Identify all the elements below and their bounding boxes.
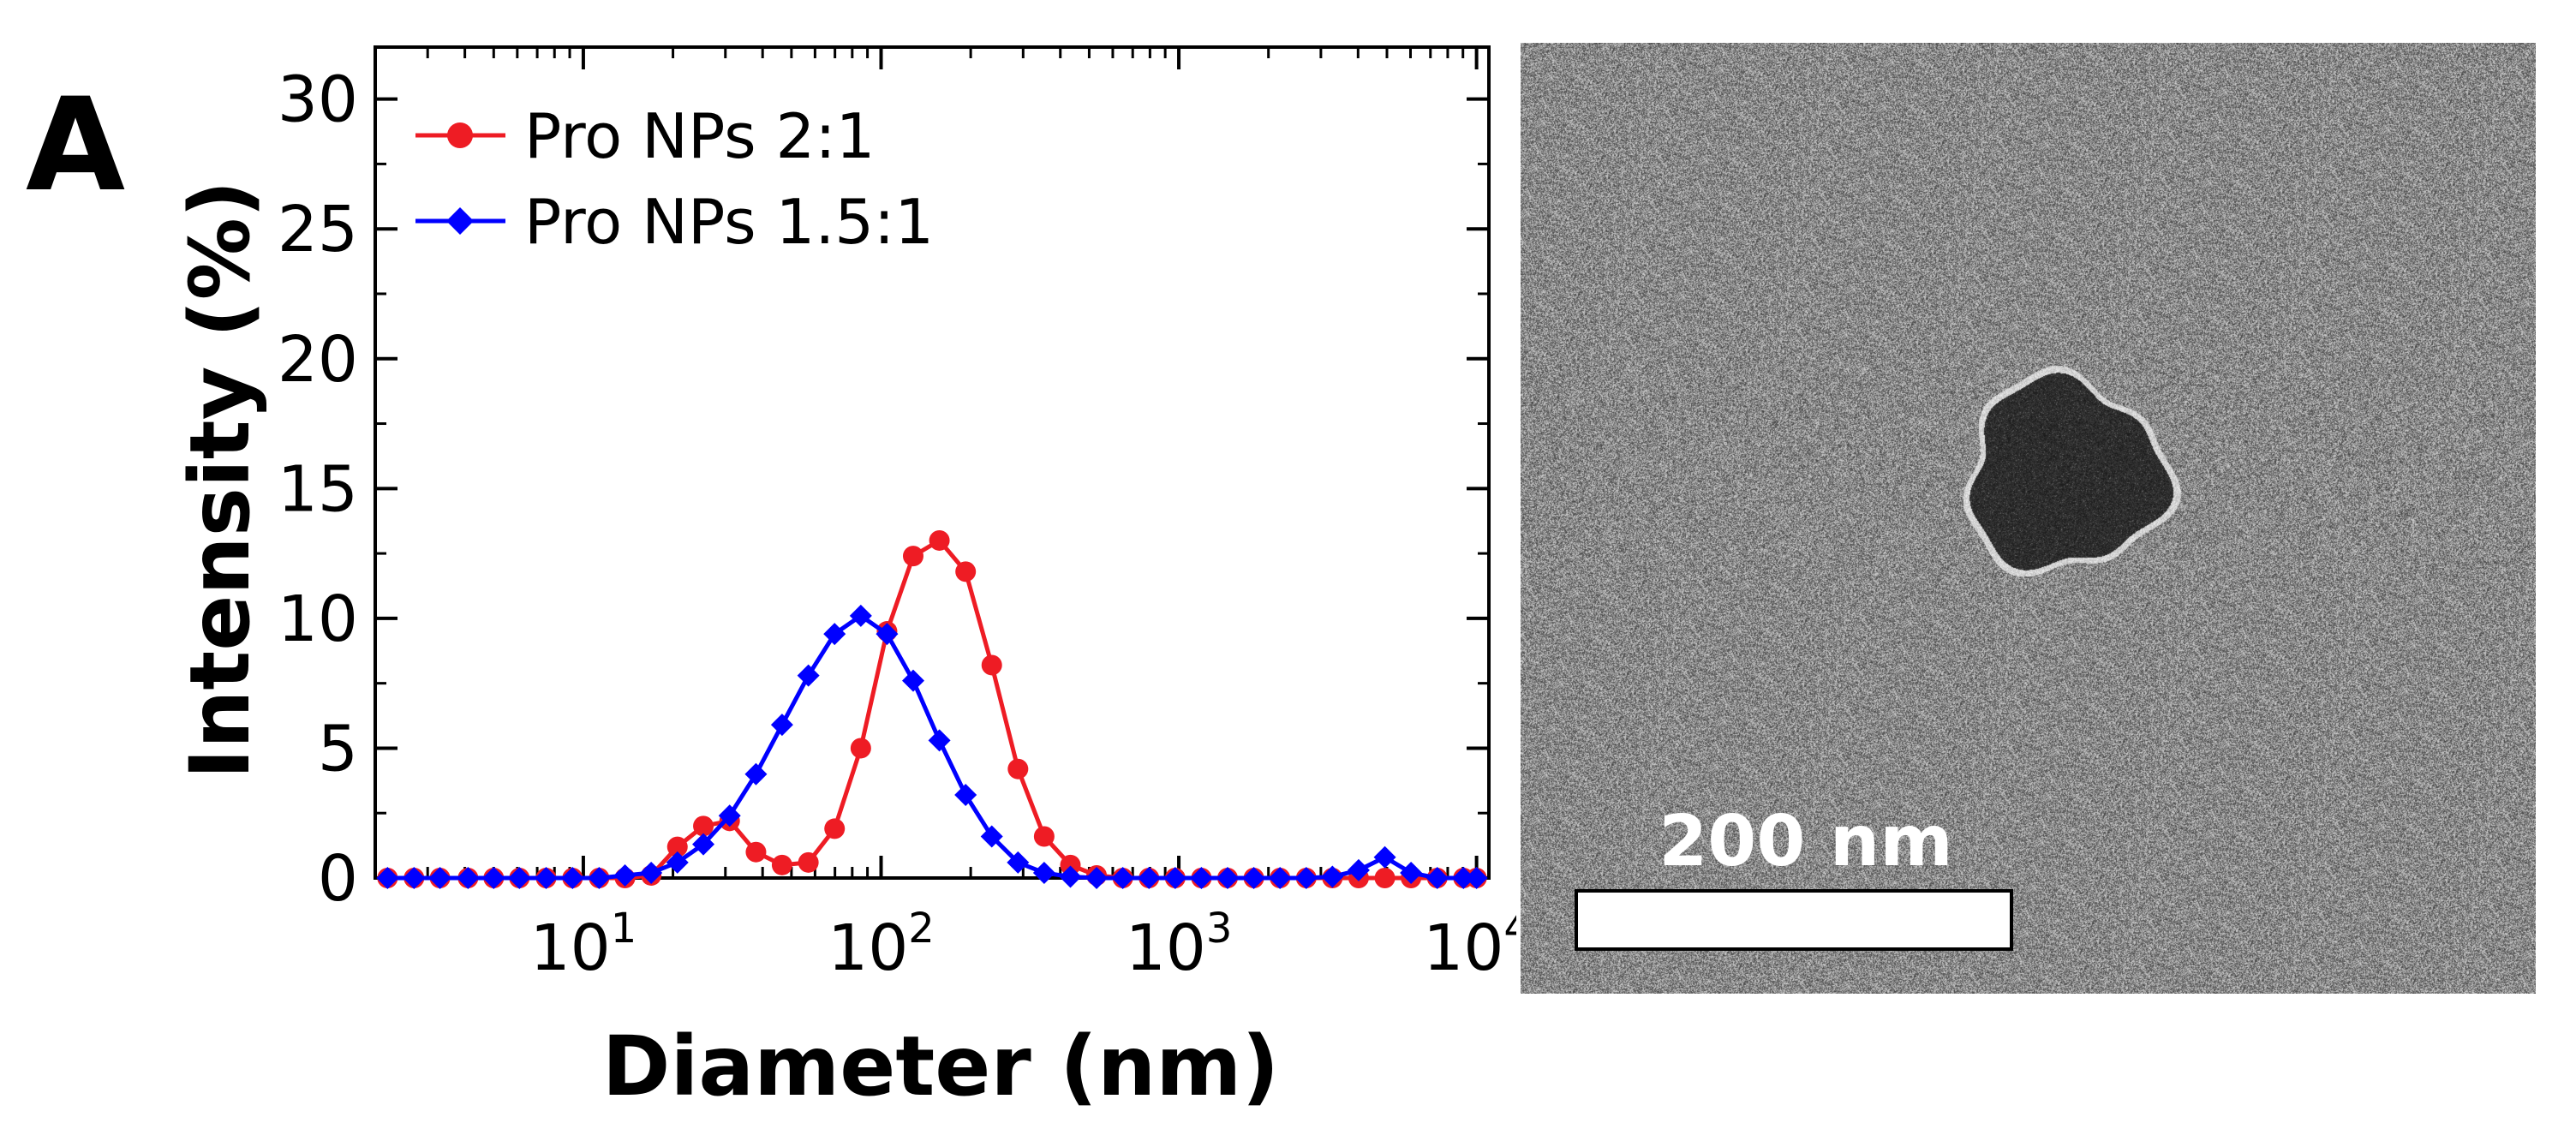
tem-micrograph-panel: B 200 nm (1521, 43, 2536, 994)
series-0-point-15 (771, 854, 792, 875)
series-1-point-32 (1216, 867, 1239, 889)
series-1-point-22 (954, 784, 977, 806)
series-1-point-15 (770, 714, 793, 737)
series-1-point-35 (1294, 867, 1318, 889)
series-1-point-4 (482, 867, 505, 889)
x-tick-label-0: 101 (530, 905, 637, 985)
series-1-point-5 (508, 867, 531, 889)
series-1-point-13 (718, 804, 741, 827)
series-0-point-14 (745, 841, 767, 863)
y-tick-label-0: 0 (318, 842, 358, 916)
scale-bar (1575, 889, 2013, 951)
series-1-point-36 (1321, 865, 1344, 888)
series-1-point-34 (1269, 867, 1292, 889)
y-tick-label-1: 5 (318, 712, 358, 786)
series-1-point-37 (1347, 858, 1370, 881)
y-tick-label-5: 25 (278, 193, 358, 266)
legend-marker-0 (447, 122, 473, 148)
y-tick-label-4: 20 (278, 323, 358, 397)
legend-label-0: Pro NPs 2:1 (524, 100, 875, 172)
series-1-point-10 (640, 861, 663, 884)
series-1-point-11 (666, 851, 689, 874)
series-1-point-12 (692, 833, 715, 856)
series-1-point-17 (823, 623, 846, 646)
series-0-point-16 (798, 851, 819, 873)
x-axis-label: Diameter (nm) (602, 1018, 1279, 1114)
series-1-point-38 (1373, 845, 1396, 869)
chart-legend: Pro NPs 2:1 Pro NPs 1.5:1 (415, 100, 934, 258)
series-0-point-26 (1060, 854, 1081, 875)
x-tick-label-3: 104 (1423, 905, 1516, 985)
series-1-point-41 (1452, 867, 1475, 889)
series-1-point-24 (1007, 851, 1030, 874)
series-0-point-25 (1033, 826, 1055, 847)
series-1-point-21 (928, 729, 951, 752)
series-1-point-0 (376, 867, 399, 889)
y-tick-label-6: 30 (278, 63, 358, 137)
x-tick-label-1: 102 (828, 905, 935, 985)
series-0-point-38 (1374, 868, 1396, 888)
panel-letter-a: A (26, 71, 126, 220)
series-1-point-28 (1111, 867, 1134, 889)
x-tick-label-2: 103 (1126, 905, 1233, 985)
series-1-point-6 (535, 867, 558, 889)
series-1-point-29 (1138, 867, 1161, 889)
series-1-point-9 (613, 863, 637, 887)
y-axis-label: Intensity (%) (172, 180, 268, 779)
series-line-1 (387, 612, 1477, 881)
series-1-point-26 (1059, 865, 1082, 888)
series-line-0 (387, 537, 1477, 881)
series-1-point-27 (1085, 867, 1109, 889)
series-0-point-11 (666, 836, 688, 857)
series-layer (376, 529, 1488, 889)
series-1-point-14 (744, 762, 768, 786)
series-1-point-1 (403, 867, 426, 889)
series-1-point-25 (1032, 861, 1055, 884)
chart-frame (374, 45, 1491, 880)
dls-size-distribution-chart: 101 102 103 104 0 5 10 15 20 25 30 Diameter (nm) Int… (172, 45, 1516, 1114)
series-0-point-24 (1007, 758, 1029, 780)
series-1-point-8 (588, 867, 611, 889)
series-1-point-33 (1242, 867, 1265, 889)
series-1-point-42 (1465, 867, 1488, 889)
y-tick-label-3: 15 (278, 452, 358, 526)
series-1-point-16 (797, 664, 820, 687)
axis-labels: 101 102 103 104 0 5 10 15 20 25 30 Diameter (nm) Int… (172, 63, 1516, 1114)
scale-bar-label: 200 nm (1659, 801, 1953, 882)
series-0-point-22 (955, 561, 977, 582)
series-0-point-17 (824, 818, 846, 839)
plot-frame (374, 45, 1491, 880)
series-1-point-40 (1425, 867, 1449, 889)
series-0-point-23 (981, 654, 1002, 676)
y-tick-label-2: 10 (278, 582, 358, 656)
series-1-point-39 (1400, 861, 1423, 884)
tem-micrograph-image (1521, 43, 2536, 994)
series-0-point-20 (902, 546, 923, 567)
series-0-point-21 (929, 529, 950, 551)
legend-marker-1 (446, 207, 474, 235)
series-1-point-7 (561, 867, 584, 889)
series-1-point-20 (901, 669, 924, 692)
series-1-point-3 (457, 867, 480, 889)
series-1-point-2 (428, 867, 451, 889)
series-0-point-18 (850, 738, 871, 759)
legend-label-1: Pro NPs 1.5:1 (524, 186, 934, 258)
series-1-point-19 (876, 623, 899, 646)
series-1-point-18 (849, 604, 872, 627)
series-0-point-12 (693, 815, 714, 837)
series-1-point-31 (1190, 867, 1213, 889)
series-1-point-23 (980, 825, 1003, 848)
series-1-point-30 (1163, 867, 1186, 889)
